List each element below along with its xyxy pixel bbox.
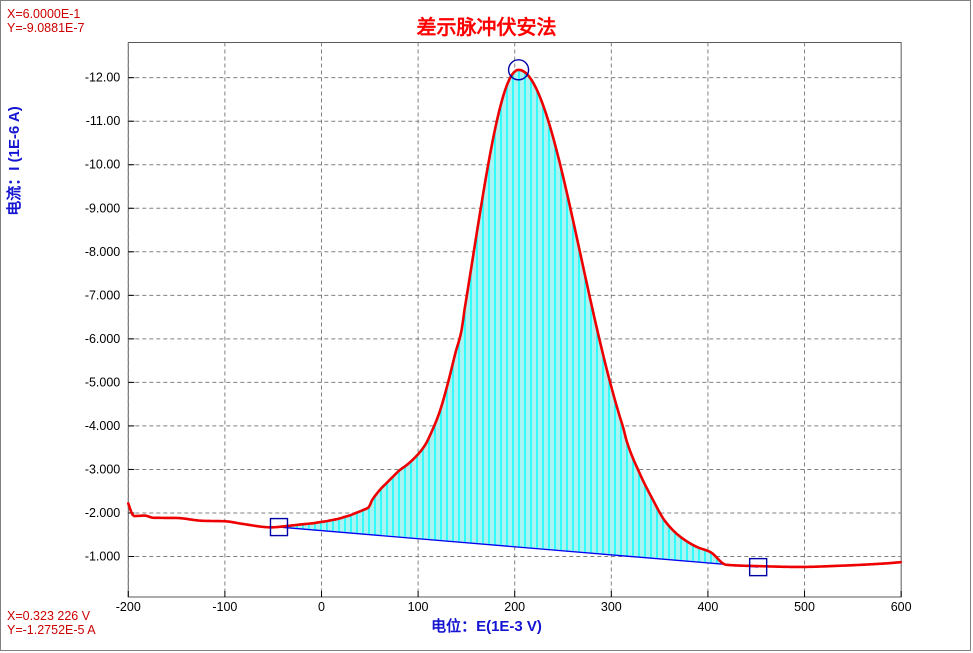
- svg-text:-11.00: -11.00: [86, 114, 121, 128]
- svg-text:-10.00: -10.00: [85, 158, 120, 172]
- svg-text:-1.000: -1.000: [85, 550, 120, 564]
- svg-text:-3.000: -3.000: [85, 462, 120, 476]
- svg-text:0: 0: [318, 600, 325, 614]
- svg-text:600: 600: [891, 600, 912, 614]
- svg-text:300: 300: [601, 600, 622, 614]
- svg-text:100: 100: [408, 600, 429, 614]
- svg-text:-12.00: -12.00: [85, 71, 120, 85]
- svg-text:200: 200: [504, 600, 525, 614]
- svg-text:-8.000: -8.000: [85, 245, 120, 259]
- svg-text:400: 400: [697, 600, 718, 614]
- svg-text:-4.000: -4.000: [85, 419, 120, 433]
- svg-text:500: 500: [794, 600, 815, 614]
- svg-text:-7.000: -7.000: [85, 288, 120, 302]
- svg-text:-2.000: -2.000: [85, 506, 120, 520]
- svg-text:-6.000: -6.000: [85, 332, 120, 346]
- svg-text:-5.000: -5.000: [85, 375, 120, 389]
- svg-text:-100: -100: [212, 600, 237, 614]
- svg-text:-200: -200: [116, 600, 141, 614]
- svg-text:-9.000: -9.000: [85, 201, 120, 215]
